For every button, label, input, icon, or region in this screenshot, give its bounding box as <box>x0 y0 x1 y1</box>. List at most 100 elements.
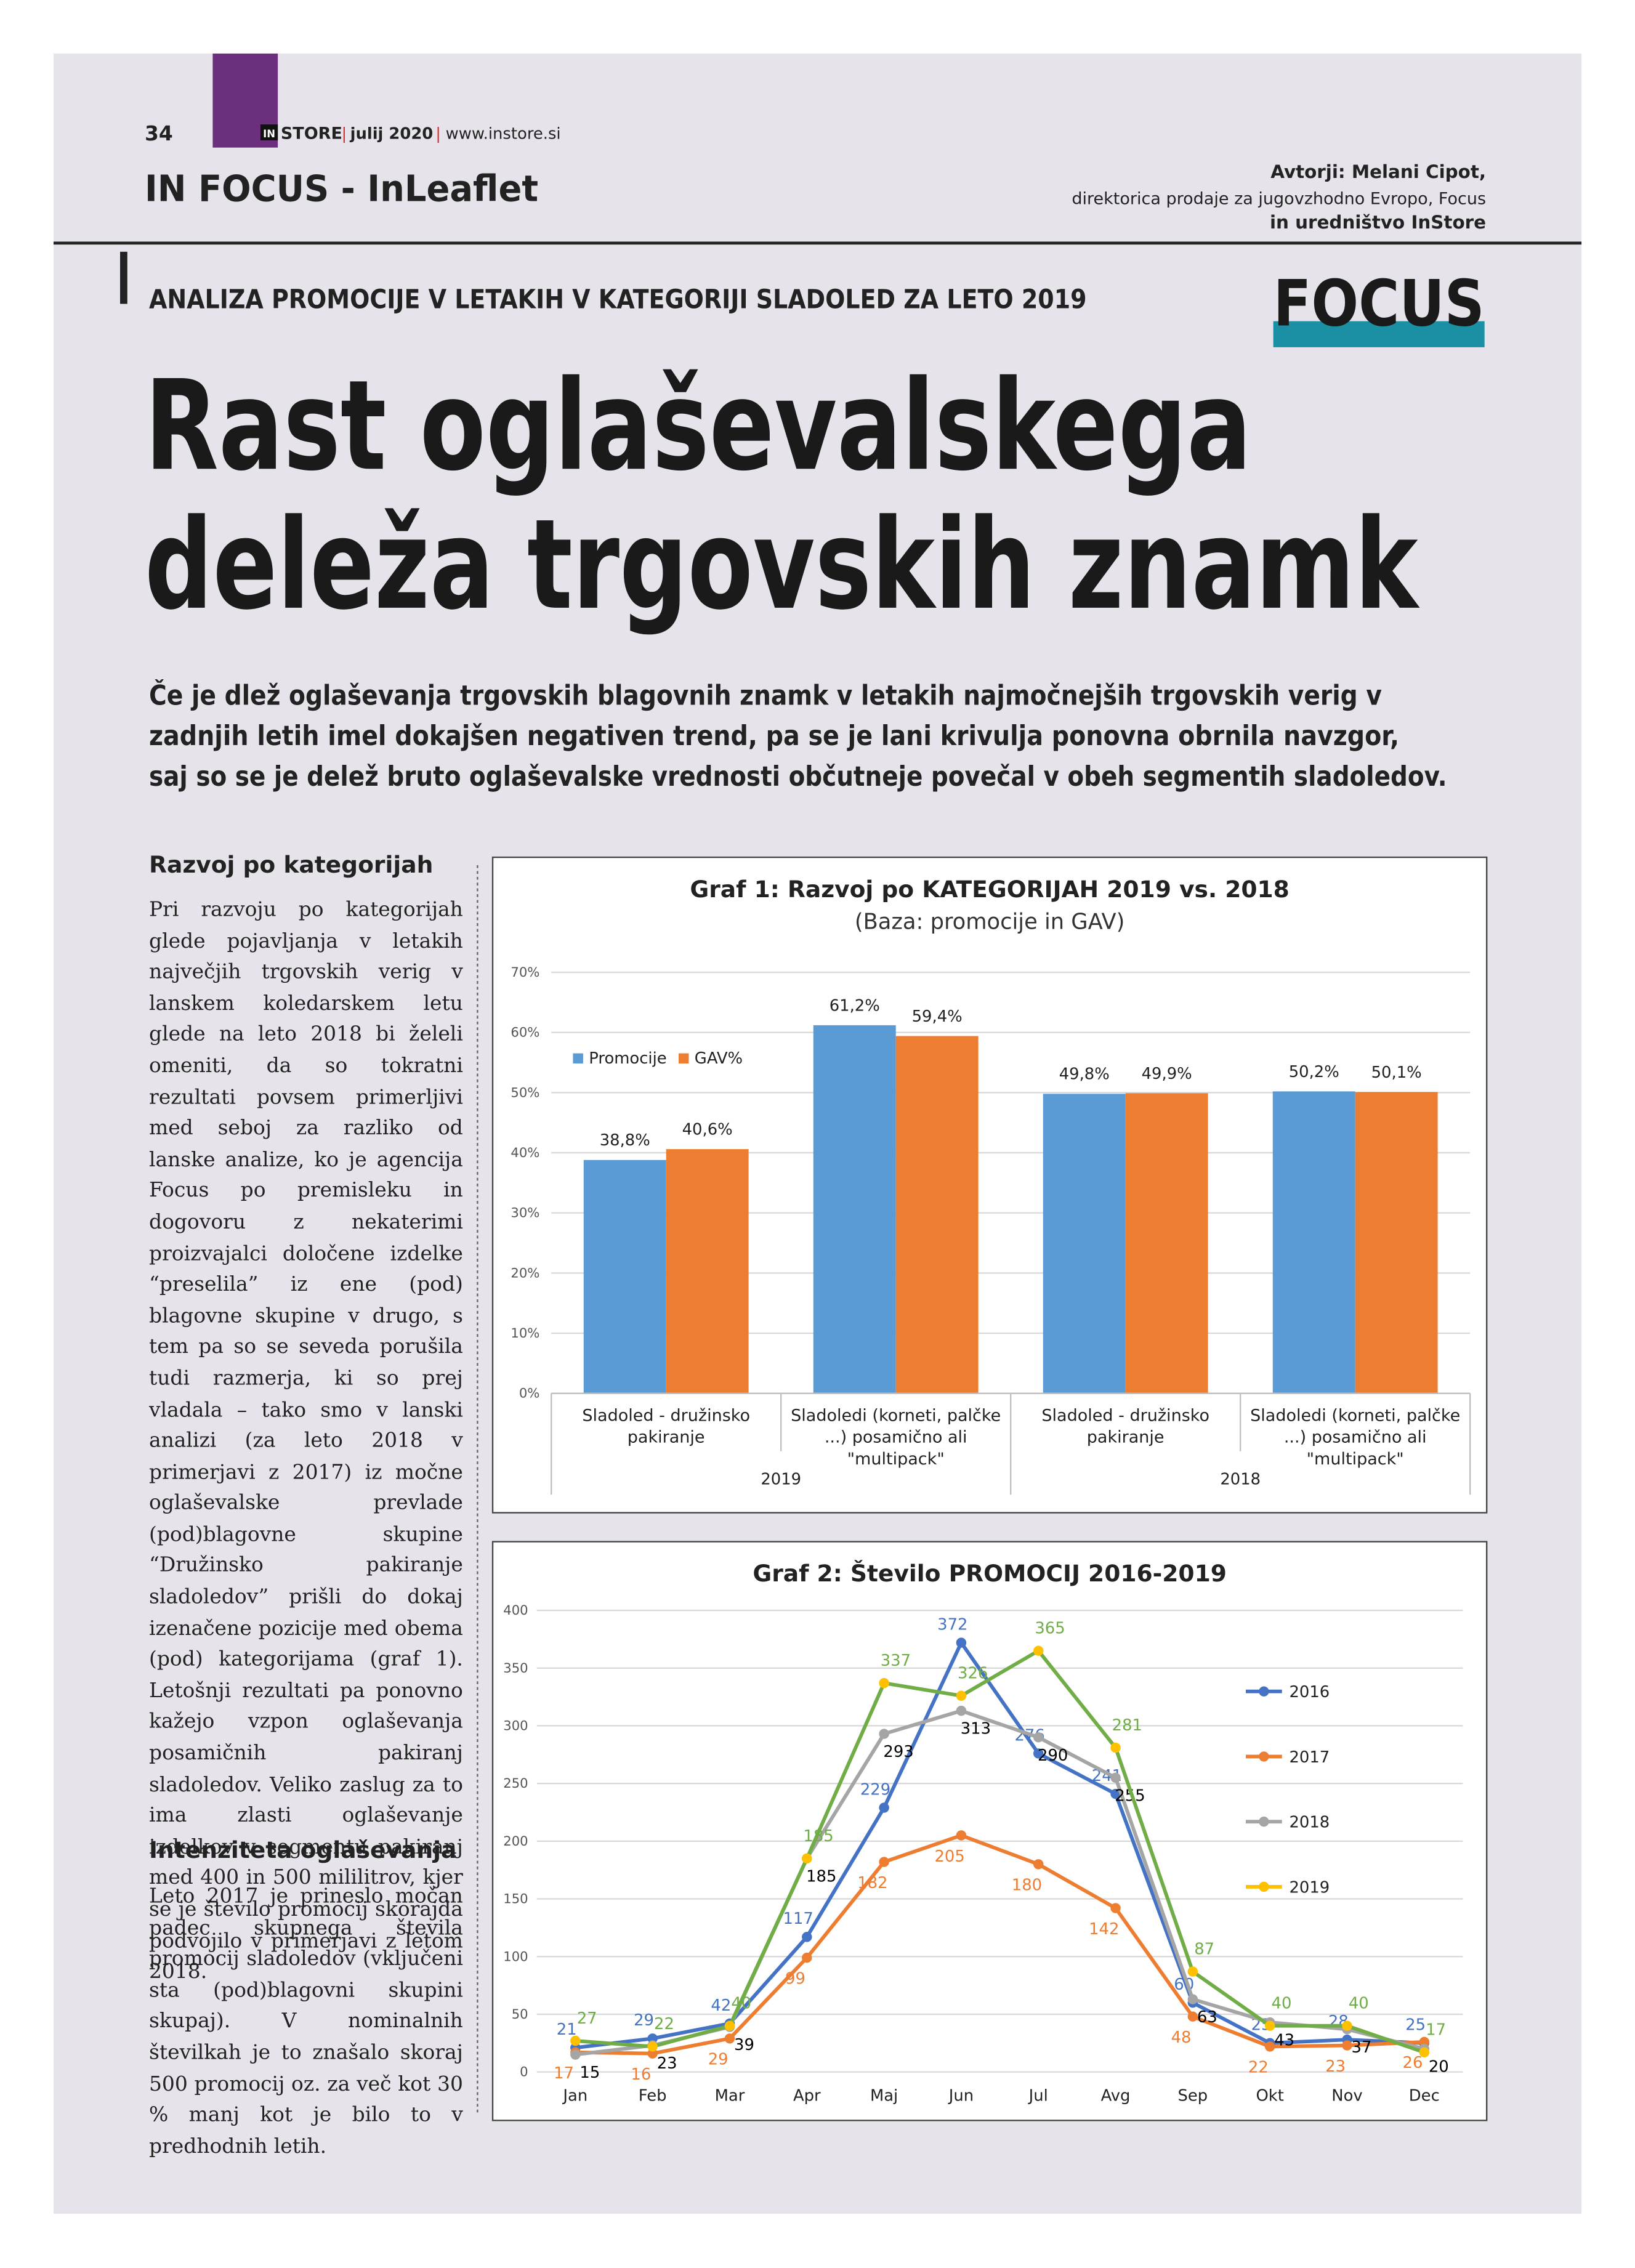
x-tick-label: Sladoled - družinsko pakiranje <box>582 1405 751 1447</box>
section-heading: Intenziteta oglaševanja <box>149 1836 457 1864</box>
marker <box>956 1690 967 1701</box>
value-label: 43 <box>1274 2032 1294 2050</box>
value-label: 61,2% <box>830 996 880 1015</box>
value-label: 23 <box>1325 2057 1346 2076</box>
legend-label: 2018 <box>1289 1814 1330 1832</box>
headline: Rast oglaševalskega <box>145 353 1251 498</box>
bar <box>1125 1093 1208 1394</box>
value-label: 48 <box>1171 2028 1192 2047</box>
website: www.instore.si <box>446 125 561 143</box>
chart: 0% 10% 20% 30% 40% 50% 60% 70% 38,8% 40,6% 61,2% 59… <box>511 964 1471 1495</box>
value-label: 22 <box>1248 2059 1269 2077</box>
value-label: 42 <box>711 1996 731 2015</box>
value-label: 50,2% <box>1289 1063 1339 1081</box>
value-label: 205 <box>934 1847 964 1866</box>
x-tick-label: Feb <box>639 2087 667 2105</box>
series-line <box>575 1833 1424 2056</box>
value-label: 313 <box>961 1720 991 1738</box>
x-tick-label: Sladoledi (korneti, palčke ...) posamičn… <box>791 1405 1001 1469</box>
bar <box>1355 1092 1438 1394</box>
value-label: 40,6% <box>682 1121 733 1139</box>
value-label: 37 <box>1352 2038 1372 2057</box>
y-tick-label: 70% <box>511 964 539 980</box>
value-label: 49,9% <box>1142 1065 1192 1083</box>
lead-line: zadnjih letih imel dokajšen negativen tr… <box>149 720 1399 752</box>
value-label: 117 <box>783 1910 813 1928</box>
group-label: 2018 <box>1220 1471 1261 1489</box>
brand-prefix: IN <box>263 128 275 140</box>
value-label: 15 <box>579 2064 600 2082</box>
value-label: 22 <box>654 2015 674 2033</box>
bar <box>1043 1094 1126 1394</box>
x-tick-label: Sladoled - družinsko pakiranje <box>1041 1405 1210 1447</box>
value-label: 326 <box>958 1665 988 1683</box>
x-tick-label: Dec <box>1409 2087 1440 2105</box>
marker <box>647 2048 658 2059</box>
legend-swatch <box>678 1053 689 1063</box>
x-tick-label: Jun <box>948 2087 974 2105</box>
value-label: 50,1% <box>1371 1063 1422 1082</box>
value-label: 49,8% <box>1059 1065 1110 1084</box>
lead-line: saj so se je delež bruto oglaševalske vr… <box>149 761 1447 793</box>
y-tick-label: 0% <box>519 1386 540 1401</box>
marker <box>724 2020 735 2031</box>
value-label: 87 <box>1194 1940 1214 1958</box>
marker <box>1419 2036 1430 2048</box>
value-label: 337 <box>881 1652 911 1670</box>
body-text: Pri razvoju po kategorijah glede pojavlj… <box>149 898 463 1984</box>
y-tick-label: 0 <box>520 2064 528 2080</box>
y-tick-label: 60% <box>511 1025 539 1040</box>
x-tick-label: Nov <box>1331 2087 1362 2105</box>
marker <box>1187 1966 1198 1977</box>
marker <box>1264 2041 1275 2052</box>
headline: deleža trgovskih znamk <box>145 492 1420 637</box>
marker <box>1419 2047 1430 2057</box>
value-label: 293 <box>883 1743 913 1761</box>
value-label: 185 <box>803 1827 833 1846</box>
y-tick-label: 400 <box>503 1602 528 1618</box>
marker <box>802 1932 812 1942</box>
value-label: 17 <box>554 2064 574 2083</box>
marker <box>879 1729 889 1739</box>
marker <box>802 1853 812 1864</box>
marker <box>1033 1748 1044 1759</box>
marker <box>879 1677 889 1689</box>
y-tick-label: 50 <box>512 2006 528 2022</box>
value-label: 40 <box>1272 1994 1292 2012</box>
marker <box>570 2049 581 2060</box>
y-tick-label: 200 <box>503 1833 528 1849</box>
marker <box>1342 2020 1352 2031</box>
bar <box>1272 1091 1355 1394</box>
legend-label: 2017 <box>1289 1748 1330 1767</box>
marker <box>1110 1788 1121 1799</box>
chart-box: 0 50 100 150 200 250 300 350 400 Jan Feb Mar Apr Maj J… <box>491 1541 1488 2121</box>
section-heading: Razvoj po kategorijah <box>149 850 434 879</box>
section-title: IN FOCUS - InLeaflet <box>145 167 538 210</box>
value-label: 99 <box>785 1969 805 1988</box>
x-tick-label: Sep <box>1178 2087 1208 2105</box>
value-label: 372 <box>937 1615 967 1634</box>
marker <box>1033 1645 1044 1656</box>
legend-marker <box>1259 1751 1269 1762</box>
y-tick-label: 150 <box>503 1891 528 1907</box>
chart-box: 0% 10% 20% 30% 40% 50% 60% 70% 38,8% 40,6% 61,2% 59… <box>491 856 1488 1514</box>
page-number: 34 <box>145 121 173 145</box>
marker <box>1110 1772 1121 1783</box>
y-tick-label: 30% <box>511 1205 539 1221</box>
marker <box>724 2033 735 2044</box>
marker <box>1264 2020 1275 2031</box>
lead-line: Če je dlež oglaševanja trgovskih blagovn… <box>149 679 1382 711</box>
value-label: 39 <box>734 2036 754 2054</box>
logo: FOCUS <box>1274 267 1485 341</box>
value-label: 26 <box>1403 2054 1423 2072</box>
marker <box>956 1637 967 1648</box>
y-tick-label: 250 <box>503 1775 528 1791</box>
chart: 0 50 100 150 200 250 300 350 400 Jan Feb Mar Apr Maj J… <box>503 1602 1463 2105</box>
value-label: 29 <box>708 2051 729 2069</box>
legend-marker <box>1259 1881 1269 1892</box>
x-tick-label: Sladoledi (korneti, palčke ...) posamičn… <box>1250 1405 1461 1469</box>
legend-label: 2016 <box>1289 1683 1330 1701</box>
legend-swatch <box>573 1053 583 1063</box>
value-label: 29 <box>634 2011 654 2030</box>
